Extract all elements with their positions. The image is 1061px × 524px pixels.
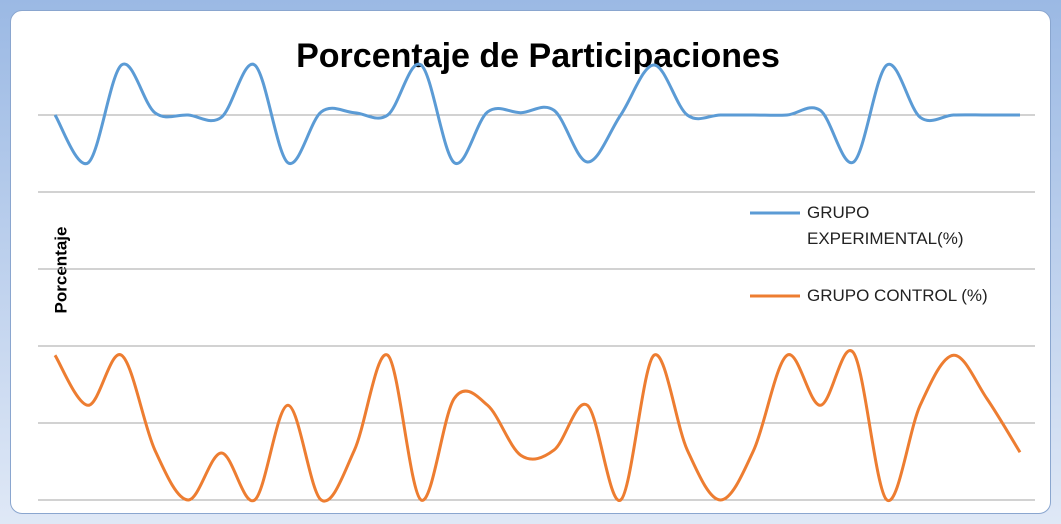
legend-label: GRUPO CONTROL (%) (807, 286, 988, 305)
series-line (53, 349, 1022, 503)
y-axis-label: Porcentaje (51, 227, 70, 314)
legend-label: GRUPO EXPERIMENTAL(%) (807, 203, 964, 248)
series-line (53, 62, 1020, 166)
chart-panel (10, 10, 1051, 514)
chart-title: Porcentaje de Participaciones (296, 37, 780, 75)
